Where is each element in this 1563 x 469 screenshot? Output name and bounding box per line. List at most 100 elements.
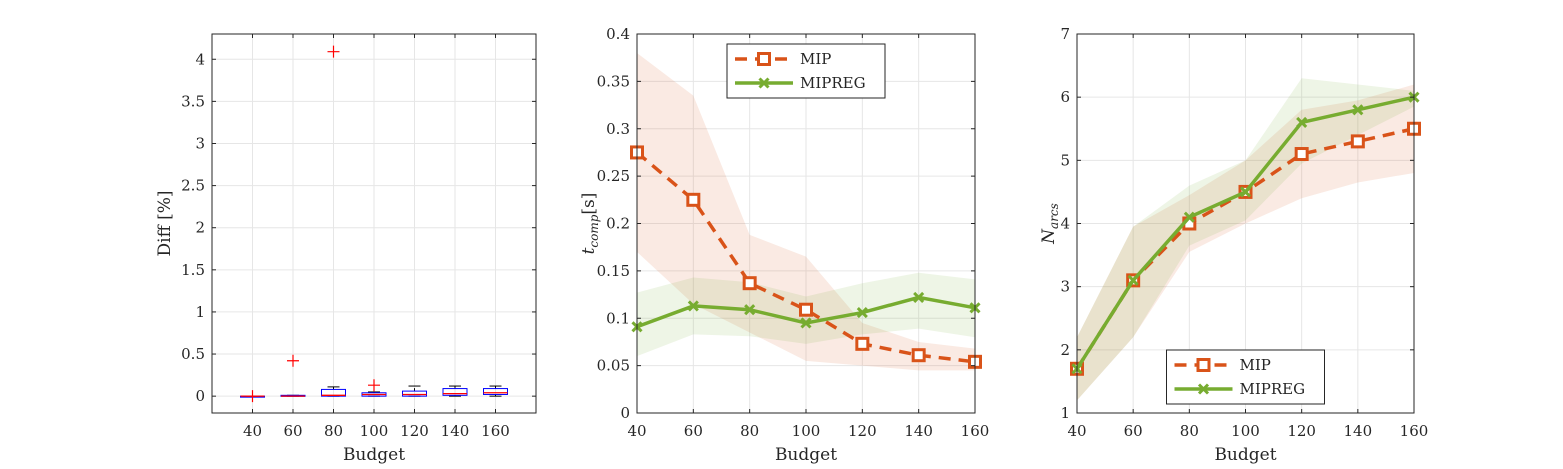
y-tick-label: 0 [620,404,630,422]
computation-time-panel: 40 60 80 100 120 140 160 0 0.05 0.1 0.15 0.2 0.25 0.3… [579,25,989,465]
marker-mip [799,302,813,317]
y-tick-label: 3.5 [181,92,205,110]
outlier-marker [327,45,340,58]
outlier-marker [246,390,259,403]
marker-mip [686,192,701,207]
marker-mipreg [1296,116,1308,128]
y-tick-label: 0.4 [606,25,630,43]
y-tick-label: 7 [1060,25,1070,43]
legend-label-mipreg: MIPREG [1240,380,1306,398]
y-tick-label: 0.3 [606,120,630,138]
legend: MIP MIPREG [726,43,886,99]
x-tick-label: 120 [848,422,877,440]
y-tick-label: 0.15 [597,262,630,280]
y-label-subscript: comp [587,214,601,247]
x-tick-label: 40 [1067,422,1086,440]
x-axis-label: Budget [1214,445,1276,465]
y-tick-label: 1.5 [181,261,205,279]
x-tick-label: 120 [1287,422,1316,440]
box-40 [240,390,265,403]
marker-mip [855,336,870,351]
y-tick-label: 4 [195,50,205,68]
x-tick-label: 60 [1124,422,1143,440]
y-axis-label: Narcs [1039,203,1061,245]
box-60 [280,354,306,397]
y-tick-label: 0.1 [606,309,630,327]
x-axis-label: Budget [343,445,405,465]
marker-mip [1350,134,1365,149]
marker-mipreg [913,291,925,303]
outlier-marker [287,354,299,367]
number-of-arcs-panel: 40 60 80 100 120 140 1601234567BudgetNarcsMIPM… [1039,25,1428,465]
legend-label-mip: MIP [1240,356,1271,374]
y-tick-label: 6 [1060,88,1070,106]
marker-mipreg [1352,104,1364,116]
legend-box [1166,349,1325,405]
box-140 [442,385,468,397]
marker-mip [1294,147,1309,162]
x-axis-label: Budget [775,445,837,465]
marker-mipreg [856,307,868,319]
diff-boxplot-panel: 40 60 80 100 120 140 160 0 0.5 1 1.5 2 2.5 3 3.5 4 Budge… [155,33,537,465]
y-axis-label: Diff [%] [155,191,175,257]
legend-marker-mip [1196,358,1211,372]
x-tick-label: 100 [1231,422,1260,440]
band-mip [1077,84,1414,401]
y-tick-label: 4 [1060,215,1070,233]
x-tick-label: 60 [283,422,302,440]
x-tick-label: 40 [627,422,646,440]
y-tick-label: 2 [195,219,205,237]
y-label-subscript: arcs [1047,203,1061,229]
y-tick-label: 2 [1060,341,1070,359]
marker-mipreg [800,317,812,329]
y-axis-label: tcomp[s] [579,193,601,255]
legend-marker-mipreg [758,77,770,89]
x-tick-label: 60 [684,422,703,440]
x-tick-label: 100 [792,422,821,440]
marker-mipreg [744,304,756,316]
iqr-box [483,388,508,395]
x-tick-label: 140 [441,422,470,440]
x-tick-label: 100 [360,422,389,440]
marker-mip [742,276,757,291]
x-tick-label: 120 [400,422,429,440]
box-120 [402,385,427,397]
y-tick-label: 5 [1060,151,1070,169]
x-tick-label: 160 [1400,422,1429,440]
legend-label-mipreg: MIPREG [800,74,866,92]
y-tick-label: 1 [1060,404,1070,422]
marker-mipreg [1239,186,1252,198]
x-tick-label: 80 [740,422,759,440]
marker-mipreg [1127,274,1139,286]
y-tick-label: 1 [195,303,205,321]
marker-mipreg [687,300,699,312]
marker-mip [911,348,926,363]
x-tick-label: 40 [243,422,262,440]
legend-marker-mip [757,52,771,66]
outlier-marker [368,379,380,392]
y-label-symbol: N [1039,228,1059,245]
x-tick-label: 140 [1344,422,1373,440]
band-mipreg [1077,78,1414,401]
y-tick-label: 3 [1060,278,1070,296]
box-100 [361,379,387,397]
y-tick-label: 0.35 [597,72,630,90]
legend: MIP MIPREG [1166,349,1325,405]
y-tick-label: 0.05 [597,357,630,375]
x-tick-label: 160 [481,422,510,440]
x-tick-label: 160 [961,422,990,440]
x-tick-label: 80 [1180,422,1199,440]
marker-mipreg [1183,211,1195,223]
y-tick-label: 2.5 [181,177,205,195]
y-tick-label: 0.2 [606,215,630,233]
y-label-symbol: t [579,247,599,254]
y-tick-label: 0.5 [181,345,205,363]
iqr-box [402,390,427,397]
box-80 [321,45,346,397]
legend-box [726,43,886,99]
legend-label-mip: MIP [800,50,831,68]
iqr-box [442,388,468,396]
x-tick-label: 80 [324,422,343,440]
iqr-box [321,388,346,397]
